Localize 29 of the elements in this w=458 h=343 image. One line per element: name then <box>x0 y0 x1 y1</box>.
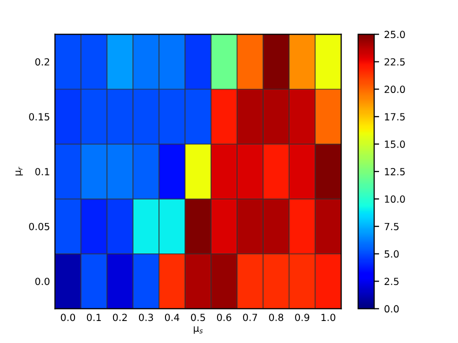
y-tick-label: 0.1 <box>35 168 50 176</box>
x-tick-label: 0.4 <box>164 314 180 322</box>
color-bar-label: 15.0 <box>384 140 405 148</box>
y-tick-label: 0.2 <box>35 58 50 66</box>
color-bar-label: 2.5 <box>384 278 399 286</box>
color-bar-label: 17.5 <box>384 113 405 120</box>
y-tick-label: 0.15 <box>29 113 50 120</box>
color-bar-label: 10.0 <box>384 195 405 203</box>
color-bar-label: 25.0 <box>384 30 405 38</box>
x-tick-label: 0.5 <box>190 314 205 322</box>
x-tick-label: 0.9 <box>295 314 310 322</box>
x-tick-label: 0.3 <box>138 314 153 322</box>
x-tick-label: 0.6 <box>217 314 232 322</box>
x-tick-label: 0.1 <box>86 314 101 322</box>
y-tick-label: 0.05 <box>29 222 50 230</box>
color-bar-label: 0.0 <box>384 305 399 313</box>
x-axis-title: μ$_{s}$ <box>194 326 203 334</box>
color-bar-label: 20.0 <box>384 86 405 94</box>
x-tick-label: 0.7 <box>243 314 258 322</box>
y-tick-label: 0.0 <box>35 278 50 286</box>
x-tick-label: 0.8 <box>269 314 284 322</box>
y-axis-title: μ$_{r}$ <box>16 166 23 176</box>
color-bar-label: 7.5 <box>384 222 399 230</box>
color-bar-label: 22.5 <box>384 58 405 66</box>
x-tick-label: 0.2 <box>112 314 127 322</box>
x-tick-label: 1.0 <box>322 314 336 322</box>
color-bar-label: 12.5 <box>384 168 405 176</box>
x-tick-label: 0.0 <box>60 314 76 322</box>
color-bar-label: 5.0 <box>384 250 399 258</box>
